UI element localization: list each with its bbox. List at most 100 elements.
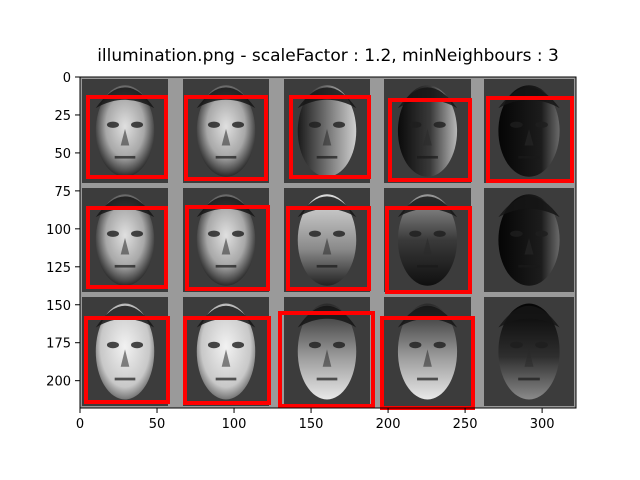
mouth: [417, 264, 438, 268]
left-eye: [207, 230, 220, 237]
right-eye: [535, 230, 548, 237]
detection-box: [278, 311, 375, 408]
left-eye: [308, 230, 321, 237]
mouth: [417, 155, 438, 159]
x-tick-label: 100: [222, 417, 247, 432]
left-eye: [308, 341, 321, 349]
detection-box: [286, 206, 371, 291]
right-eye: [232, 230, 245, 237]
mouth: [518, 377, 540, 381]
left-eye: [510, 121, 523, 128]
y-tick-label: 150: [46, 299, 71, 314]
x-tick-label: 300: [530, 417, 555, 432]
detection-box: [183, 316, 271, 405]
mouth: [114, 264, 136, 268]
right-eye: [535, 121, 548, 128]
detection-box: [86, 206, 168, 289]
left-eye: [409, 230, 422, 237]
x-tick-label: 150: [299, 417, 324, 432]
x-tick-label: 250: [453, 417, 478, 432]
right-eye: [433, 230, 446, 237]
nose: [120, 237, 130, 255]
right-eye: [232, 121, 245, 128]
left-eye: [409, 341, 422, 349]
nose: [524, 349, 534, 367]
nose: [322, 237, 332, 255]
face-photo: [284, 79, 370, 183]
face-photo: [284, 188, 370, 292]
face-photo: [183, 297, 269, 406]
left-eye: [207, 341, 220, 349]
mouth: [316, 377, 338, 381]
nose: [120, 128, 130, 146]
face-photo: [82, 297, 168, 406]
nose: [524, 237, 534, 255]
right-eye: [433, 341, 446, 349]
left-eye: [510, 341, 523, 349]
detection-box: [84, 316, 170, 404]
face-photo: [183, 188, 269, 292]
hair-shape: [397, 87, 458, 109]
detection-box: [185, 205, 270, 291]
right-eye: [333, 121, 346, 128]
face-photo: [384, 297, 471, 406]
face-photo: [484, 188, 574, 292]
y-tick-label: 100: [46, 223, 71, 238]
mouth: [316, 155, 338, 159]
mouth: [114, 155, 136, 159]
nose: [423, 237, 432, 255]
y-tick-label: 200: [46, 375, 71, 390]
face-photo: [82, 188, 168, 292]
mouth: [215, 155, 237, 159]
nose: [322, 128, 332, 146]
detection-box: [86, 95, 168, 179]
face-photo: [284, 297, 370, 406]
mouth: [215, 377, 237, 381]
x-tick-label: 200: [376, 417, 401, 432]
left-eye: [308, 121, 321, 128]
right-eye: [232, 341, 245, 349]
nose: [221, 349, 231, 367]
figure-title: illumination.png - scaleFactor : 1.2, mi…: [97, 46, 559, 66]
mouth: [215, 264, 237, 268]
right-eye: [333, 230, 346, 237]
detections: [84, 95, 574, 410]
right-eye: [433, 121, 446, 128]
nose: [221, 237, 231, 255]
right-eye: [131, 230, 144, 237]
mouth: [316, 264, 338, 268]
axes-frame: [79, 76, 577, 409]
left-eye: [409, 121, 422, 128]
mouth: [114, 377, 136, 381]
face-photo: [484, 79, 574, 183]
detection-box: [289, 95, 371, 179]
detection-box: [385, 206, 472, 294]
right-eye: [535, 341, 548, 349]
axes: 0 50 100 150 200 250 300 0 25 50 75 100 125 150 175 200: [46, 71, 554, 432]
y-tick-label: 0: [63, 71, 71, 86]
nose: [120, 349, 130, 367]
face-photo: [82, 79, 168, 183]
hair-shape: [498, 305, 560, 328]
x-tick-label: 50: [149, 417, 166, 432]
y-tick-label: 125: [46, 261, 71, 276]
y-tick-label: 50: [54, 147, 71, 162]
mouth: [518, 264, 540, 268]
face-photo: [183, 79, 269, 183]
left-eye: [207, 121, 220, 128]
face-photo: [484, 297, 574, 406]
nose: [423, 349, 432, 367]
hair-shape: [498, 196, 560, 218]
mouth: [518, 155, 540, 159]
face-photo: [384, 79, 471, 183]
image-grid: [80, 77, 576, 408]
detection-box: [388, 98, 472, 182]
x-tick-label: 0: [76, 417, 84, 432]
mouth: [417, 377, 438, 381]
detection-box: [486, 96, 574, 183]
nose: [322, 349, 332, 367]
y-tick-label: 25: [54, 109, 71, 124]
left-eye: [510, 230, 523, 237]
y-tick-label: 175: [46, 337, 71, 352]
y-tick-label: 75: [54, 185, 71, 200]
